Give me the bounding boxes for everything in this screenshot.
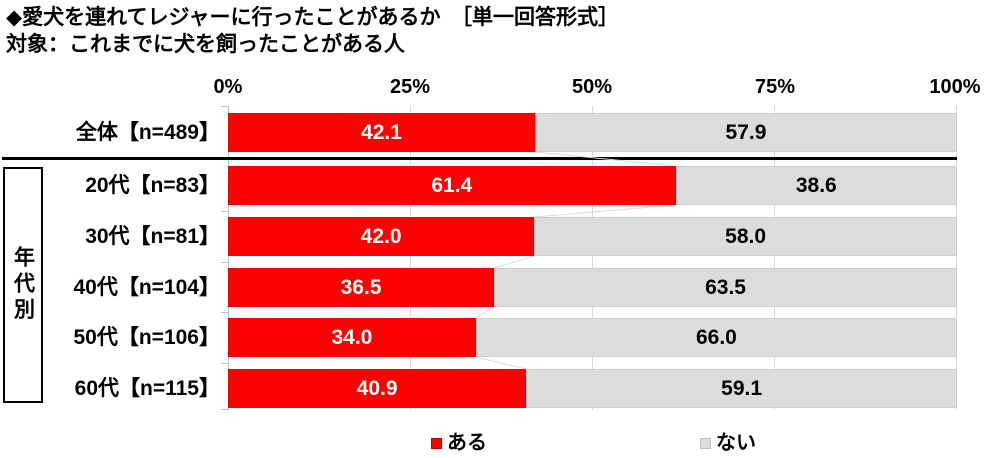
legend-item-aru: ある [431, 432, 487, 454]
axis-tick-label-50: 50% [571, 76, 613, 98]
category-label: 全体【n=489】 [75, 121, 220, 144]
axis-tick-label-100: 100% [929, 76, 981, 98]
gridline-100 [956, 106, 957, 410]
bar-track: 36.5 63.5 [228, 268, 957, 307]
bar-segment-aru: 40.9 [228, 369, 527, 408]
gridline-25 [410, 106, 411, 410]
value-label-aru: 42.0 [360, 225, 402, 248]
axis-tick-label-25: 25% [389, 76, 431, 98]
legend-swatch-nai [700, 437, 711, 449]
bar-track: 61.4 38.6 [228, 166, 957, 205]
bar-segment-aru: 36.5 [228, 268, 495, 307]
bar-track: 42.1 57.9 [228, 113, 957, 152]
plot-area [221, 106, 957, 410]
legend-label-aru: ある [447, 432, 487, 454]
category-label: 40代【n=104】 [73, 276, 221, 299]
bar-segment-nai: 63.5 [494, 268, 957, 307]
axis-tick-label-0: 0% [213, 76, 243, 98]
bar-segment-aru: 34.0 [228, 318, 476, 357]
bar-track: 34.0 66.0 [228, 318, 957, 357]
category-label: 50代【n=106】 [73, 326, 221, 349]
bar-track: 42.0 58.0 [228, 217, 957, 256]
axis-tick-label-75: 75% [754, 76, 796, 98]
gridline-50 [592, 106, 593, 410]
category-label: 60代【n=115】 [74, 377, 220, 400]
age-group-box: 年代別 [3, 167, 43, 403]
value-label-aru: 34.0 [331, 326, 373, 349]
value-label-nai: 58.0 [725, 225, 767, 248]
bar-segment-aru: 61.4 [228, 166, 676, 205]
value-label-aru: 61.4 [431, 174, 473, 197]
value-label-aru: 36.5 [340, 276, 382, 299]
value-label-nai: 66.0 [695, 326, 737, 349]
bar-row-40s: 40代【n=104】 36.5 63.5 [0, 268, 1000, 307]
value-label-nai: 63.5 [705, 276, 746, 299]
bar-row-overall: 全体【n=489】 42.1 57.9 [0, 113, 1000, 152]
legend-swatch-aru [431, 437, 442, 449]
bar-row-30s: 30代【n=81】 42.0 58.0 [0, 217, 1000, 256]
bar-row-60s: 60代【n=115】 40.9 59.1 [0, 369, 1000, 408]
value-label-nai: 59.1 [721, 377, 763, 400]
bar-row-50s: 50代【n=106】 34.0 66.0 [0, 318, 1000, 357]
axis-tick [221, 211, 228, 212]
axis-tick [221, 363, 228, 364]
overall-group-separator-line [2, 157, 957, 160]
chart-title: ◆愛犬を連れてレジャーに行ったことがあるか ［単一回答形式］ [6, 6, 619, 29]
bar-segment-nai: 58.0 [534, 217, 957, 256]
bar-segment-nai: 66.0 [475, 318, 957, 357]
bar-segment-aru: 42.1 [228, 113, 535, 152]
category-label: 20代【n=83】 [85, 174, 220, 197]
value-label-aru: 40.9 [356, 377, 398, 400]
title-block: ◆愛犬を連れてレジャーに行ったことがあるか ［単一回答形式］ 対象：これまでに犬… [6, 4, 619, 58]
axis-tick [221, 262, 228, 263]
age-group-label: 年代別 [11, 246, 35, 324]
value-label-nai: 57.9 [725, 121, 767, 144]
category-label: 30代【n=81】 [85, 225, 220, 248]
chart-subject: 対象：これまでに犬を飼ったことがある人 [6, 33, 405, 56]
bar-segment-nai: 57.9 [534, 113, 957, 152]
value-label-nai: 38.6 [795, 174, 837, 197]
axis-tick [221, 312, 228, 313]
bar-track: 40.9 59.1 [228, 369, 957, 408]
legend-item-nai: ない [700, 432, 756, 454]
bar-segment-nai: 38.6 [675, 166, 957, 205]
axis-tick [221, 409, 228, 410]
bar-row-20s: 20代【n=83】 61.4 38.6 [0, 166, 1000, 205]
gridline-75 [774, 106, 775, 410]
axis-tick [221, 106, 228, 107]
value-label-aru: 42.1 [361, 121, 402, 144]
bar-segment-aru: 42.0 [228, 217, 535, 256]
category-axis-line [228, 106, 229, 410]
legend-label-nai: ない [716, 432, 756, 454]
bar-segment-nai: 59.1 [526, 369, 957, 408]
series-connector-lines [475, 151, 676, 370]
